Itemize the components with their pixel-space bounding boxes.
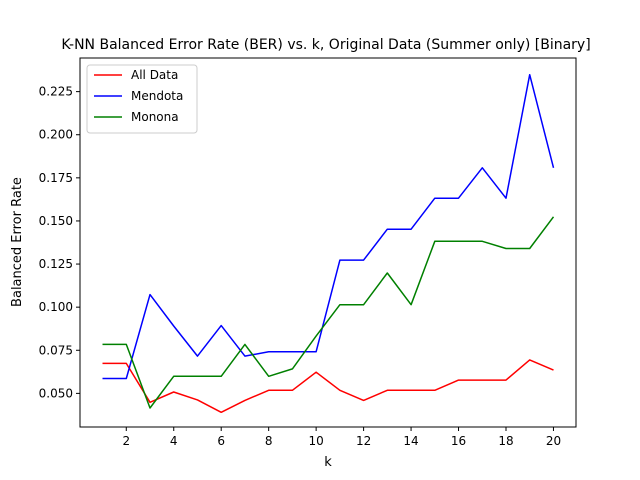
x-tick-label: 14 [403, 434, 418, 448]
legend-box [86, 64, 198, 134]
series-line-all-data [102, 359, 554, 414]
series-line-monona [102, 216, 555, 409]
y-axis-label: Balanced Error Rate [10, 177, 25, 307]
legend-label-monona: Monona [131, 110, 179, 124]
y-tick-label: 0.075 [39, 343, 73, 357]
x-tick-label: 16 [451, 434, 466, 448]
x-tick-label: 10 [308, 434, 323, 448]
y-tick-label: 0.125 [39, 257, 73, 271]
x-tick-label: 18 [498, 434, 513, 448]
chart-title: K-NN Balanced Error Rate (BER) vs. k, Or… [61, 37, 590, 53]
x-tick-label: 6 [217, 434, 225, 448]
x-tick-label: 8 [265, 434, 273, 448]
plot-frame [79, 57, 577, 428]
y-tick-label: 0.225 [39, 85, 73, 99]
x-tick-label: 4 [170, 434, 178, 448]
y-tick-label: 0.200 [39, 128, 73, 142]
x-tick-label: 2 [122, 434, 130, 448]
x-tick-label: 12 [356, 434, 371, 448]
series-layer [102, 73, 555, 414]
legend-label-mendota: Mendota [131, 89, 183, 103]
y-tick-label: 0.050 [39, 386, 73, 400]
y-tick-label: 0.150 [39, 214, 73, 228]
legend-label-all-data: All Data [131, 68, 178, 82]
y-tick-label: 0.100 [39, 300, 73, 314]
y-tick-label: 0.175 [39, 171, 73, 185]
x-axis: 2 4 6 8 10 12 14 16 18 20 [122, 427, 561, 448]
legend: All Data Mendota Monona [86, 64, 198, 134]
series-line-mendota [102, 73, 555, 380]
y-axis: 0.050 0.075 0.100 0.125 0.150 0.175 0.200 0.225 [39, 85, 80, 400]
x-axis-label: k [324, 455, 332, 470]
x-tick-label: 20 [546, 434, 561, 448]
